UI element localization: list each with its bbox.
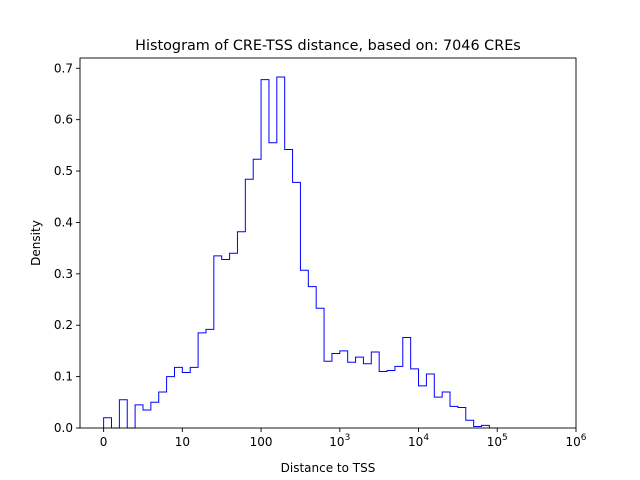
- histogram-bin: [316, 308, 324, 428]
- histogram-bin: [167, 377, 175, 428]
- y-tick-label: 0.5: [54, 164, 73, 178]
- histogram-bin: [182, 373, 190, 429]
- chart-title: Histogram of CRE-TSS distance, based on:…: [135, 38, 521, 54]
- y-tick-label: 0.7: [54, 61, 73, 75]
- histogram-bin: [245, 179, 253, 428]
- histogram-bin: [348, 362, 356, 428]
- histogram-bin: [450, 406, 458, 428]
- histogram-bin: [230, 253, 238, 428]
- histogram-bin: [253, 159, 261, 428]
- histogram-bin: [143, 410, 151, 428]
- histogram-bin: [269, 143, 277, 428]
- histogram-bin: [419, 386, 427, 428]
- histogram-bin: [222, 259, 230, 428]
- histogram-bin: [324, 361, 332, 428]
- histogram-bin: [104, 418, 112, 428]
- histogram-bin: [387, 370, 395, 428]
- histogram-bin: [466, 420, 474, 428]
- histogram-bin: [363, 364, 371, 428]
- histogram-bin: [159, 392, 167, 428]
- x-tick-label: 103: [329, 433, 350, 449]
- x-axis: 0 10 100 103 104 105 106: [100, 428, 587, 449]
- histogram-bin: [190, 367, 198, 428]
- histogram-bin: [151, 402, 159, 428]
- histogram-bin: [442, 392, 450, 428]
- histogram-bin: [356, 357, 364, 428]
- x-tick-label: 105: [487, 433, 508, 449]
- y-axis: 0.0 0.1 0.2 0.3 0.4 0.5 0.6 0.7: [54, 61, 80, 435]
- y-tick-label: 0.0: [54, 421, 73, 435]
- histogram-bin: [300, 270, 308, 428]
- plot-frame: [79, 57, 577, 429]
- y-tick-label: 0.4: [54, 215, 73, 229]
- histogram-bin: [411, 369, 419, 428]
- y-axis-label: Density: [29, 220, 43, 266]
- histogram-bin: [403, 338, 411, 428]
- histogram-bin: [293, 182, 301, 428]
- histogram-bin: [434, 397, 442, 428]
- histogram-bin: [135, 405, 143, 428]
- histogram-bin: [379, 371, 387, 428]
- x-tick-label: 10: [175, 435, 190, 449]
- x-tick-label: 106: [565, 433, 586, 449]
- histogram-bin: [426, 374, 434, 428]
- y-tick-label: 0.2: [54, 318, 73, 332]
- histogram-bin: [395, 366, 403, 428]
- x-tick-label: 104: [408, 433, 429, 449]
- y-tick-label: 0.1: [54, 370, 73, 384]
- histogram-bin: [285, 149, 293, 428]
- histogram-bin: [308, 287, 316, 428]
- y-tick-label: 0.3: [54, 267, 73, 281]
- histogram-bin: [261, 80, 269, 428]
- histogram-step-line: [103, 76, 498, 429]
- histogram-bin: [371, 352, 379, 428]
- histogram-bin: [198, 333, 206, 428]
- histogram-bin: [332, 353, 340, 428]
- x-axis-label: Distance to TSS: [281, 461, 376, 475]
- histogram-bin: [458, 407, 466, 428]
- x-tick-label: 100: [250, 435, 273, 449]
- histogram-bin: [206, 329, 214, 428]
- histogram-bin: [340, 351, 348, 428]
- histogram-bars: [103, 76, 498, 429]
- histogram-bin: [277, 77, 285, 428]
- x-tick-label: 0: [100, 435, 108, 449]
- histogram-bin: [119, 400, 127, 428]
- histogram-bin: [214, 256, 222, 428]
- histogram-bin: [174, 367, 182, 428]
- y-tick-label: 0.6: [54, 113, 73, 127]
- histogram-bin: [237, 232, 245, 428]
